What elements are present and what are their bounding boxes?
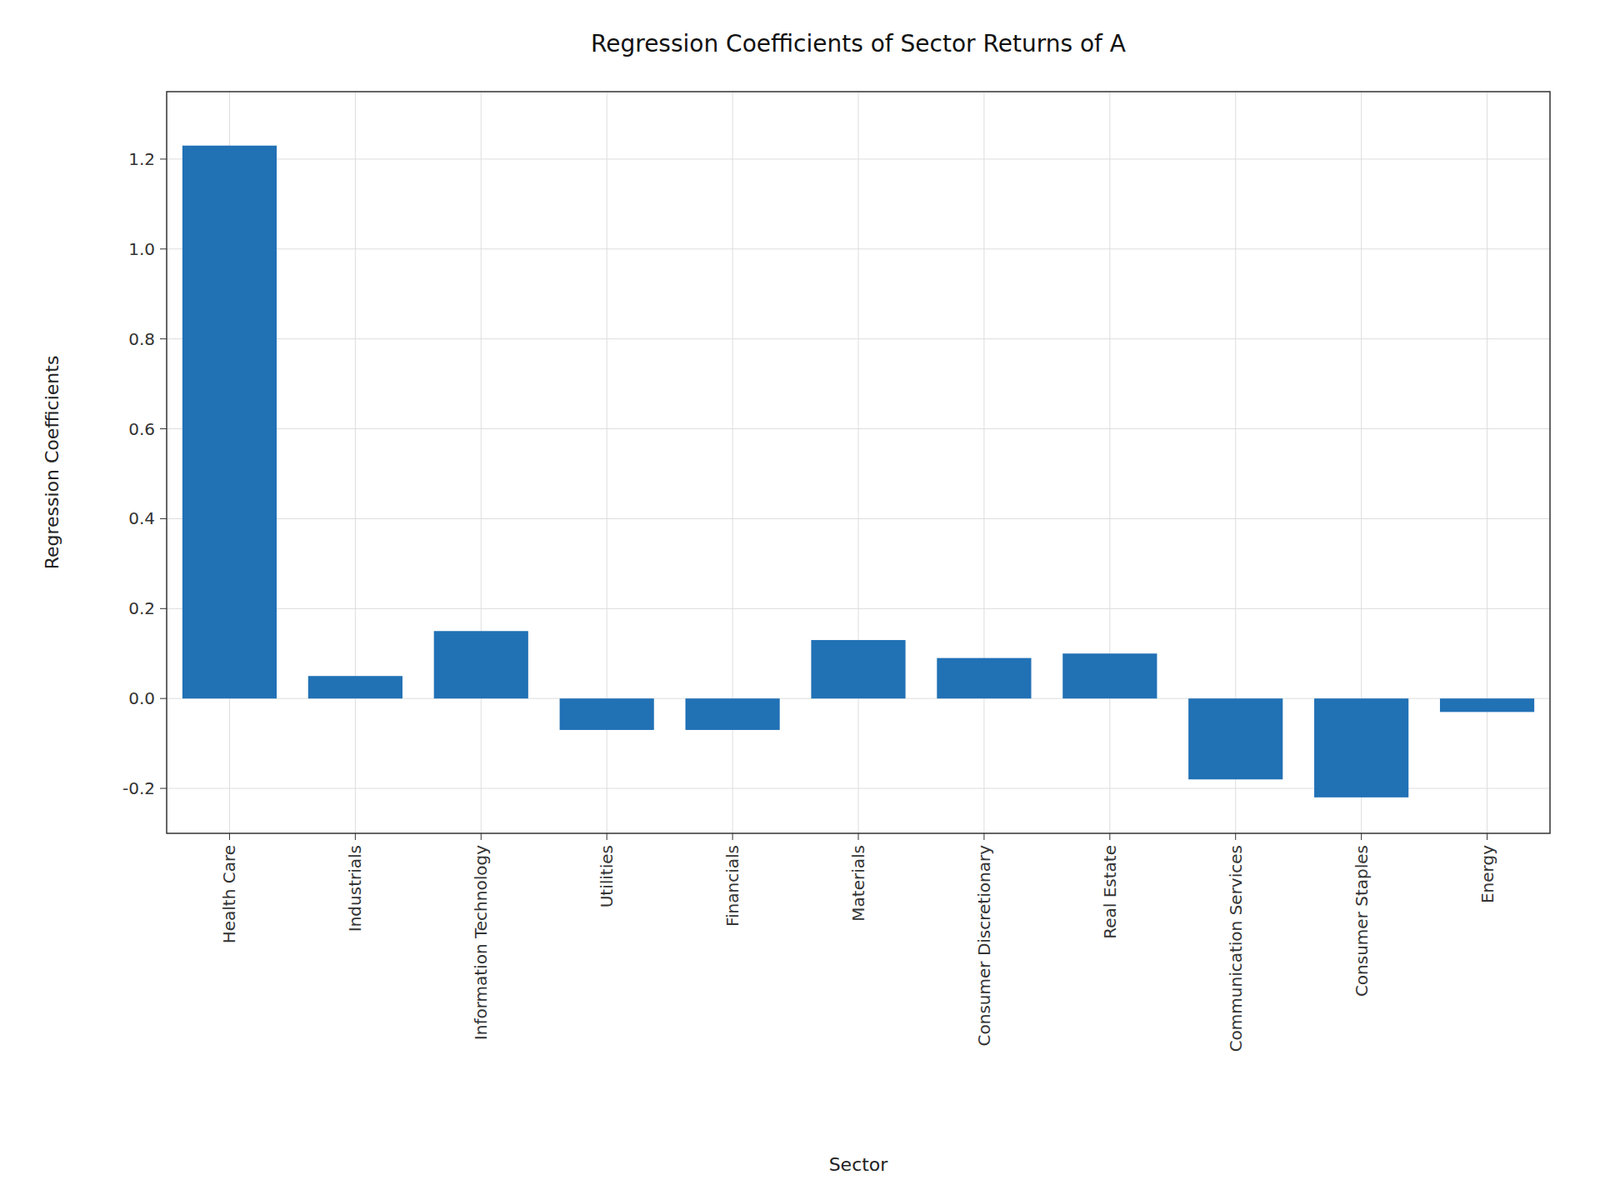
x-tick-label: Real Estate: [1100, 845, 1120, 940]
y-tick-label: 1.0: [128, 239, 155, 260]
bar: [685, 698, 780, 730]
y-tick-label: 0.2: [128, 598, 155, 619]
bar: [1440, 698, 1535, 712]
x-tick-label: Utilities: [596, 845, 617, 908]
y-tick: [160, 788, 167, 790]
chart: -0.2 0.0 0.2 0.4 0.6 0.8 1.0 1.2 Health Care Indu…: [0, 0, 1600, 1200]
x-tick: [858, 833, 860, 840]
bar: [434, 630, 529, 699]
y-tick: [160, 698, 167, 700]
y-tick: [160, 158, 167, 160]
x-grid-line: [480, 91, 482, 834]
x-tick: [1486, 833, 1488, 840]
y-axis-label: Regression Coefficients: [41, 355, 63, 570]
x-tick-label: Industrials: [345, 845, 365, 932]
x-tick-label: Financials: [722, 845, 743, 927]
grid: [166, 91, 1550, 834]
x-grid-line: [355, 91, 356, 834]
bar: [1314, 698, 1409, 798]
y-tick: [160, 428, 167, 430]
y-tick-label: 0.0: [128, 688, 155, 709]
bar: [308, 675, 403, 699]
y-tick-label: 0.4: [128, 508, 155, 529]
x-tick: [480, 833, 482, 840]
x-tick: [732, 833, 734, 840]
x-axis-label: Sector: [829, 1154, 890, 1175]
x-tick-label: Consumer Staples: [1351, 845, 1372, 997]
y-tick: [160, 608, 167, 610]
x-tick-label: Health Care: [219, 845, 240, 944]
bar: [182, 145, 277, 699]
x-tick-label: Energy: [1477, 845, 1498, 904]
x-grid-line: [1109, 91, 1110, 834]
title: Regression Coefficients of Sector Return…: [590, 30, 1126, 58]
bar: [1062, 653, 1157, 699]
y-tick: [160, 248, 167, 250]
y-tick-label: -0.2: [122, 778, 155, 799]
x-tick-label: Consumer Discretionary: [974, 845, 995, 1047]
bars: [182, 145, 1535, 798]
x-tick-label: Information Technology: [470, 845, 491, 1040]
y-tick-label: 1.2: [128, 149, 155, 170]
x-tick: [229, 833, 230, 840]
plot-frame: [166, 91, 1550, 834]
y-tick: [160, 338, 167, 340]
x-tick: [1360, 833, 1362, 840]
x-tick: [355, 833, 356, 840]
x-tick-label: Materials: [848, 845, 869, 922]
bar: [1188, 698, 1283, 780]
x-tick-label: Communication Services: [1225, 845, 1246, 1052]
y-tick-label: 0.6: [128, 419, 155, 440]
x-tick: [606, 833, 608, 840]
y-tick-label: 0.8: [128, 329, 155, 350]
bar: [810, 640, 905, 699]
y-tick: [160, 518, 167, 520]
x-grid-line: [858, 91, 860, 834]
x-grid-line: [983, 91, 985, 834]
x-tick: [983, 833, 985, 840]
bar: [560, 698, 655, 730]
bar: [936, 658, 1031, 700]
x-tick: [1235, 833, 1236, 840]
x-grid-line: [1486, 91, 1488, 834]
x-tick: [1109, 833, 1110, 840]
